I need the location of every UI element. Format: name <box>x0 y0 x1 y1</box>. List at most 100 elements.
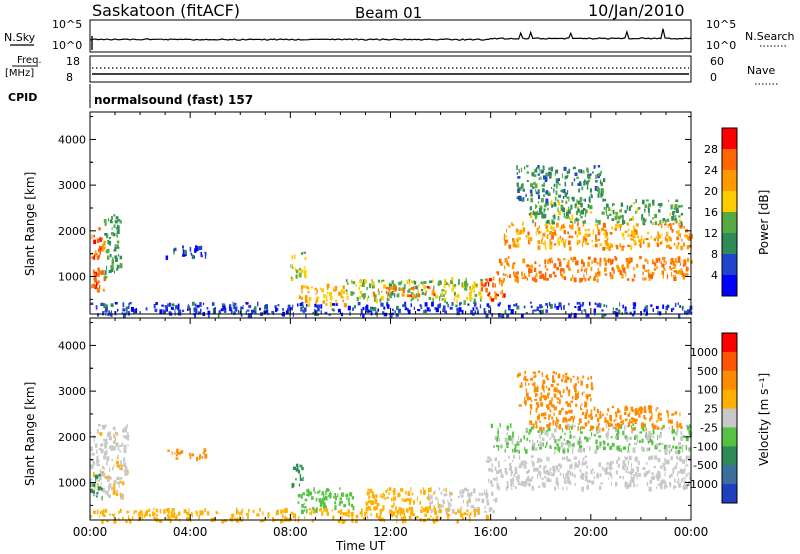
heatmap-cell <box>121 442 124 446</box>
heatmap-cell <box>547 207 549 211</box>
heatmap-cell <box>414 296 417 299</box>
heatmap-cell <box>551 260 553 264</box>
heatmap-cell <box>195 245 198 250</box>
heatmap-cell <box>489 291 491 295</box>
heatmap-cell <box>229 307 231 312</box>
heatmap-cell <box>471 288 473 291</box>
heatmap-cell <box>579 304 582 308</box>
heatmap-cell <box>653 424 656 428</box>
heatmap-cell <box>609 259 613 265</box>
heatmap-cell <box>636 437 638 443</box>
heatmap-cell <box>545 190 549 194</box>
heatmap-cell <box>413 306 416 310</box>
ytick-label: 4000 <box>58 133 86 146</box>
heatmap-cell <box>335 299 338 303</box>
colorbar-swatch <box>722 233 737 255</box>
heatmap-cell <box>95 478 97 482</box>
heatmap-cell <box>630 230 634 234</box>
heatmap-cell <box>614 435 617 440</box>
heatmap-cell <box>110 265 114 270</box>
heatmap-cell <box>400 509 404 515</box>
heatmap-cell <box>533 181 536 185</box>
heatmap-cell <box>632 409 634 412</box>
heatmap-cell <box>98 447 101 451</box>
heatmap-cell <box>591 480 595 485</box>
heatmap-cell <box>166 518 169 521</box>
heatmap-cell <box>645 238 649 241</box>
heatmap-cell <box>533 388 535 393</box>
heatmap-cell <box>616 437 619 440</box>
heatmap-cell <box>634 409 637 414</box>
heatmap-cell <box>596 445 599 450</box>
heatmap-cell <box>584 436 587 440</box>
heatmap-cell <box>638 243 640 247</box>
heatmap-cell <box>673 270 676 273</box>
heatmap-cell <box>422 487 425 490</box>
heatmap-cell <box>600 482 603 485</box>
heatmap-cell <box>644 218 647 222</box>
heatmap-cell <box>513 304 517 307</box>
heatmap-cell <box>539 304 542 309</box>
heatmap-cell <box>337 302 339 306</box>
heatmap-cell <box>469 295 472 301</box>
heatmap-cell <box>571 443 574 447</box>
heatmap-cell <box>373 307 377 312</box>
heatmap-cell <box>584 228 588 232</box>
heatmap-cell <box>580 431 583 434</box>
heatmap-cell <box>308 508 312 511</box>
heatmap-cell <box>303 506 307 509</box>
heatmap-cell <box>378 515 381 521</box>
heatmap-cell <box>343 303 346 308</box>
heatmap-cell <box>600 227 604 230</box>
heatmap-cell <box>172 512 176 517</box>
heatmap-cell <box>132 516 134 521</box>
heatmap-cell <box>515 449 518 452</box>
heatmap-cell <box>580 448 583 453</box>
heatmap-cell <box>624 406 628 412</box>
heatmap-cell <box>556 306 560 310</box>
heatmap-cell <box>661 270 663 276</box>
heatmap-cell <box>99 285 101 289</box>
heatmap-cell <box>531 476 534 480</box>
heatmap-cell <box>408 288 411 293</box>
heatmap-cell <box>688 244 692 248</box>
heatmap-cell <box>357 297 359 301</box>
heatmap-cell <box>458 510 462 514</box>
heatmap-cell <box>434 490 436 493</box>
heatmap-cell <box>398 507 402 511</box>
heatmap-cell <box>380 295 384 301</box>
heatmap-cell <box>262 511 264 516</box>
heatmap-cell <box>234 302 237 306</box>
heatmap-cell <box>516 238 519 243</box>
heatmap-cell <box>662 425 664 429</box>
heatmap-cell <box>398 281 402 286</box>
heatmap-cell <box>537 212 541 215</box>
heatmap-cell <box>290 511 294 515</box>
heatmap-region <box>165 245 207 260</box>
heatmap-cell <box>616 429 619 435</box>
heatmap-cell <box>551 204 554 208</box>
heatmap-cell <box>405 519 407 524</box>
heatmap-cell <box>433 505 435 510</box>
heatmap-region <box>103 214 123 279</box>
heatmap-cell <box>496 477 498 481</box>
heatmap-cell <box>551 221 555 225</box>
heatmap-cell <box>94 276 97 281</box>
heatmap-cell <box>323 493 325 498</box>
heatmap-cell <box>310 510 313 516</box>
heatmap-cell <box>624 306 627 311</box>
nsky-trace <box>89 28 692 50</box>
heatmap-cell <box>543 204 547 208</box>
heatmap-cell <box>415 515 419 519</box>
heatmap-cell <box>687 267 690 271</box>
heatmap-cell <box>597 472 599 475</box>
heatmap-cell <box>573 456 577 460</box>
heatmap-cell <box>583 309 587 312</box>
heatmap-cell <box>93 239 97 245</box>
heatmap-cell <box>588 198 591 203</box>
heatmap-cell <box>445 487 447 492</box>
heatmap-cell <box>683 225 685 229</box>
heatmap-cell <box>605 423 607 429</box>
heatmap-cell <box>415 293 418 298</box>
